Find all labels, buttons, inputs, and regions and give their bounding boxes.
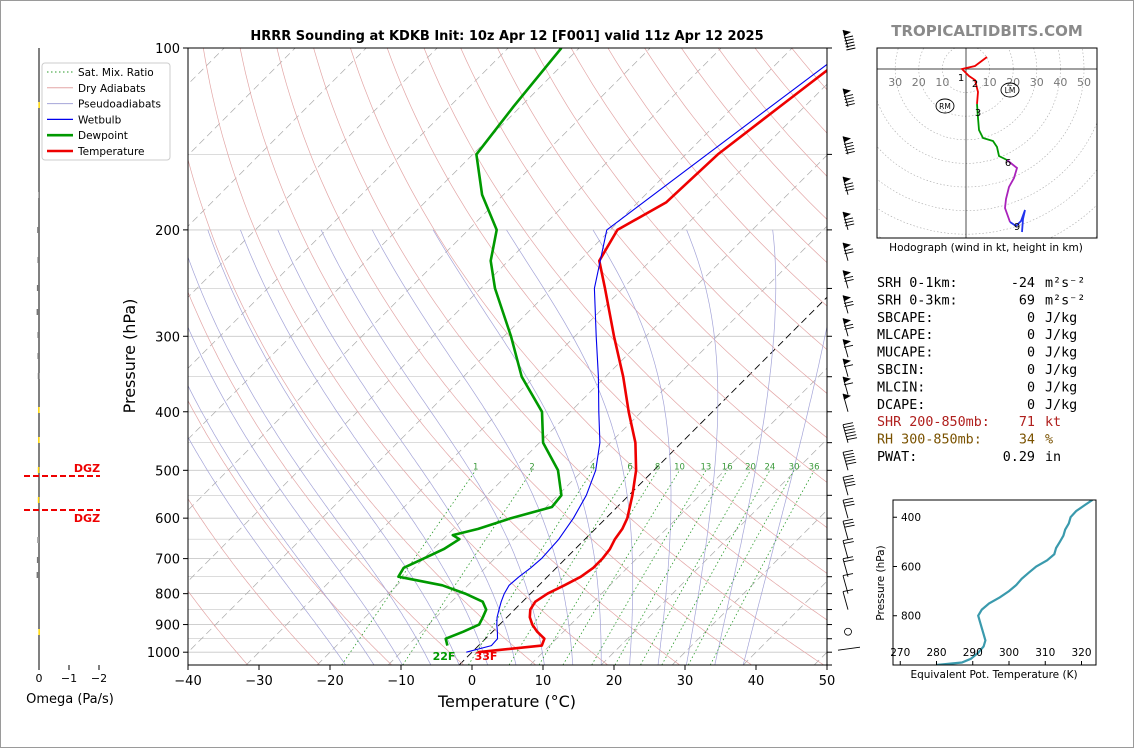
figure-frame bbox=[0, 0, 1134, 748]
